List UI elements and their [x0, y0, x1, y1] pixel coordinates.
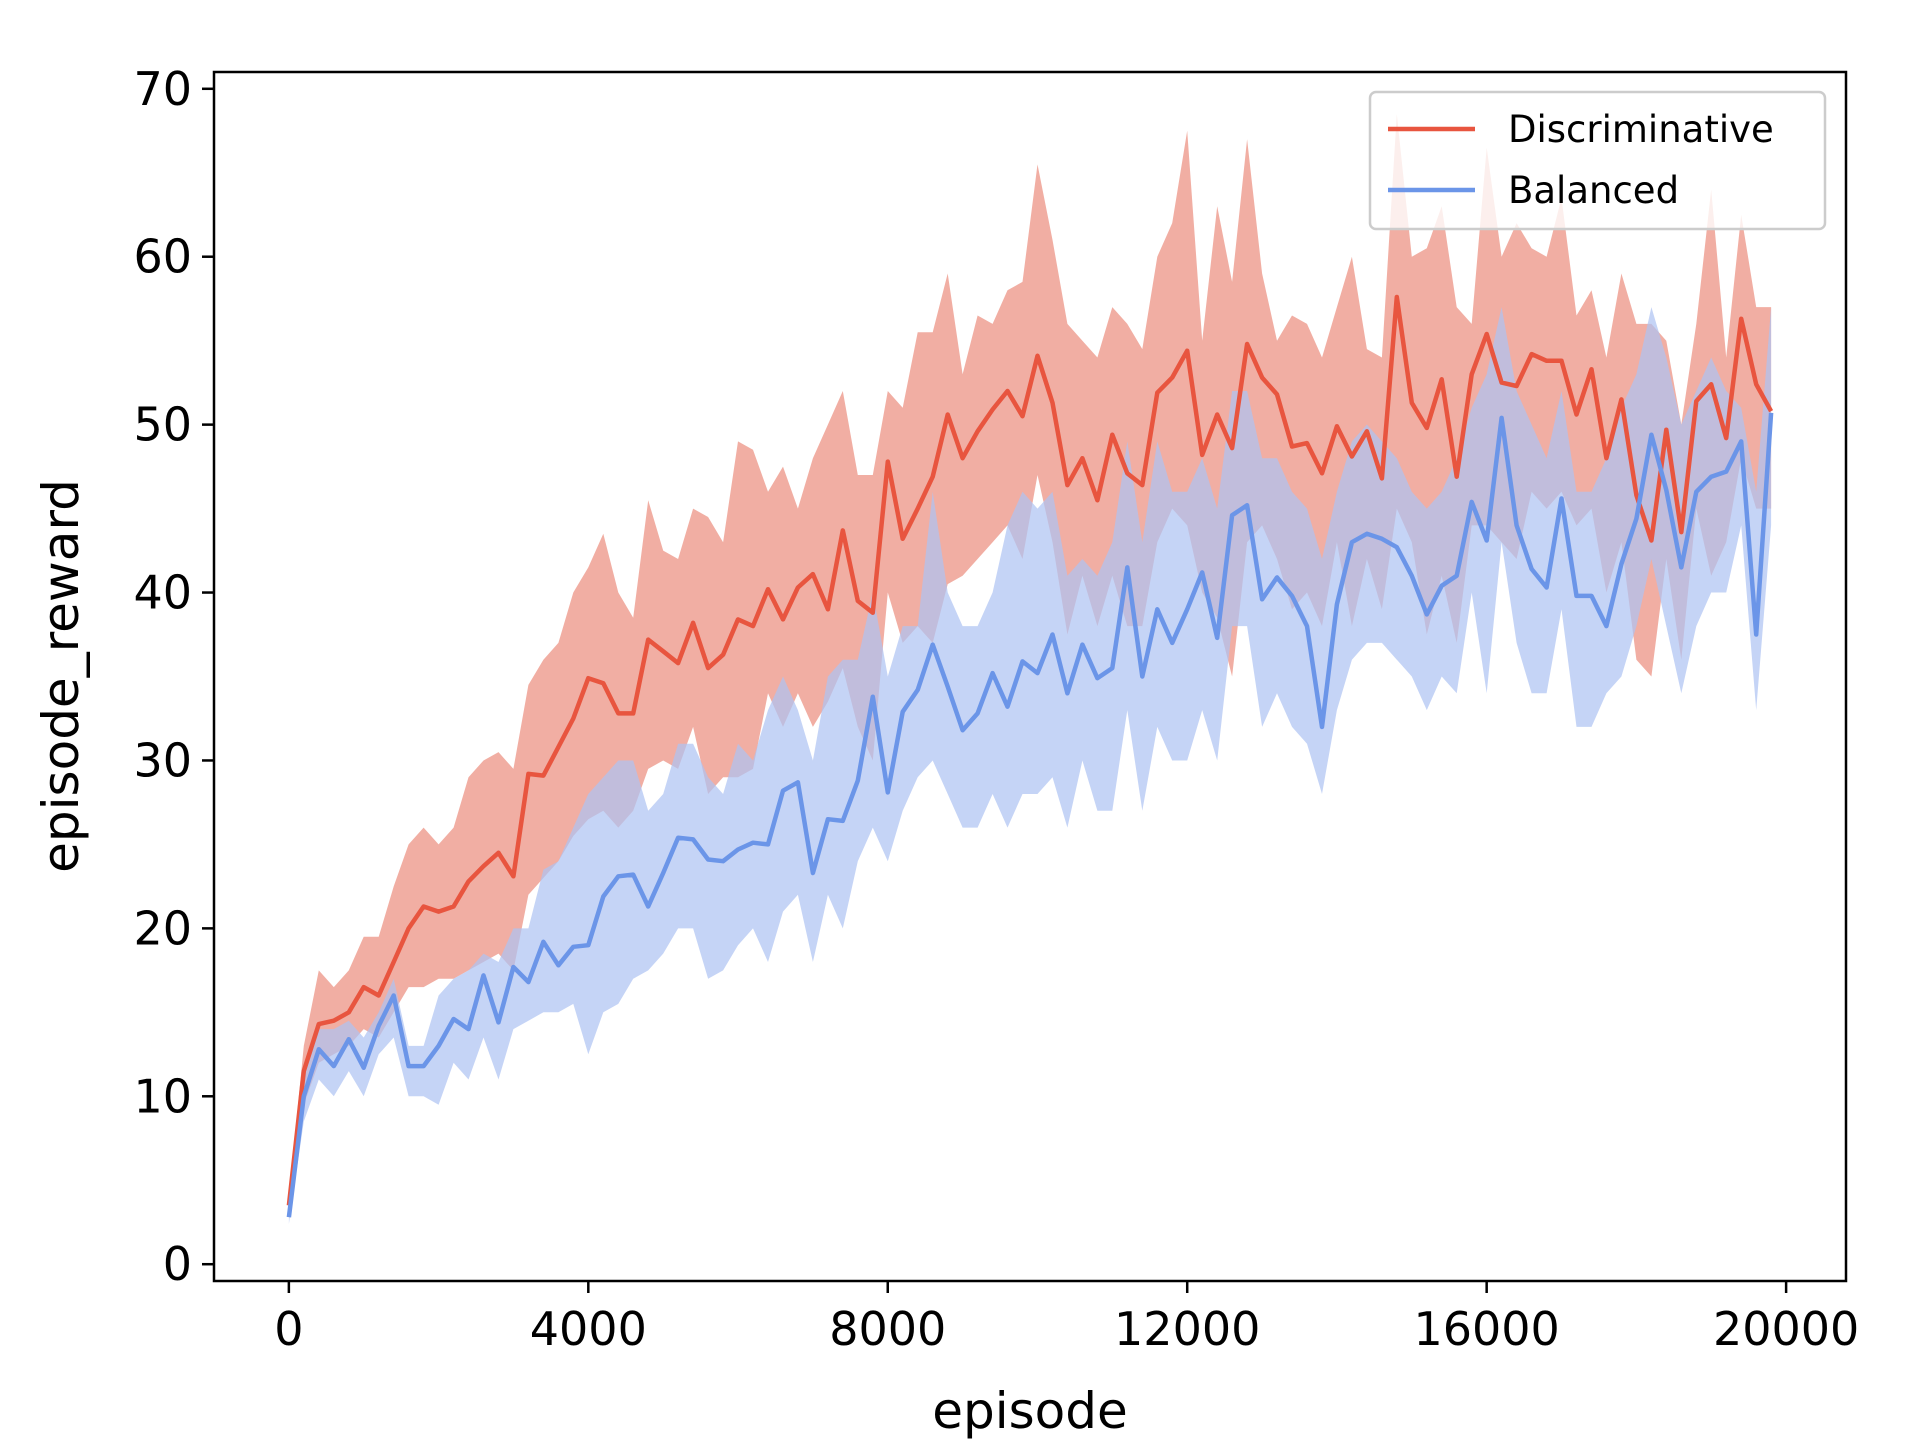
x-tick-label: 0 [274, 1302, 303, 1356]
line-discriminative [286, 294, 1774, 1206]
y-tick-label: 30 [133, 733, 192, 787]
y-tick-label: 70 [133, 62, 192, 116]
legend: Discriminative Balanced [1368, 90, 1827, 231]
y-tick-label: 50 [133, 398, 192, 452]
band-discriminative [288, 114, 1772, 1214]
y-axis-ticks: 0 10 20 30 40 50 60 70 [133, 62, 214, 1291]
x-axis-ticks: 0 4000 8000 12000 16000 20000 [274, 1281, 1859, 1356]
x-axis-label: episode [932, 1382, 1128, 1440]
y-tick-label: 10 [133, 1069, 192, 1123]
x-tick-label: 16000 [1413, 1302, 1559, 1356]
x-tick-label: 4000 [530, 1302, 647, 1356]
series-lines [286, 294, 1774, 1218]
band-balanced [288, 307, 1772, 1224]
y-tick-label: 60 [133, 230, 192, 284]
y-tick-label: 0 [163, 1237, 192, 1291]
y-tick-label: 40 [133, 566, 192, 620]
line-balanced [286, 412, 1774, 1218]
legend-label-balanced: Balanced [1508, 169, 1679, 212]
y-axis-label: episode_reward [32, 479, 90, 873]
x-tick-label: 12000 [1114, 1302, 1260, 1356]
legend-label-discriminative: Discriminative [1508, 108, 1774, 151]
plot-frame [212, 70, 1848, 1283]
x-tick-label: 8000 [829, 1302, 946, 1356]
confidence-bands [288, 114, 1772, 1224]
legend-box [1368, 90, 1827, 231]
y-tick-label: 20 [133, 901, 192, 955]
x-tick-label: 20000 [1713, 1302, 1859, 1356]
